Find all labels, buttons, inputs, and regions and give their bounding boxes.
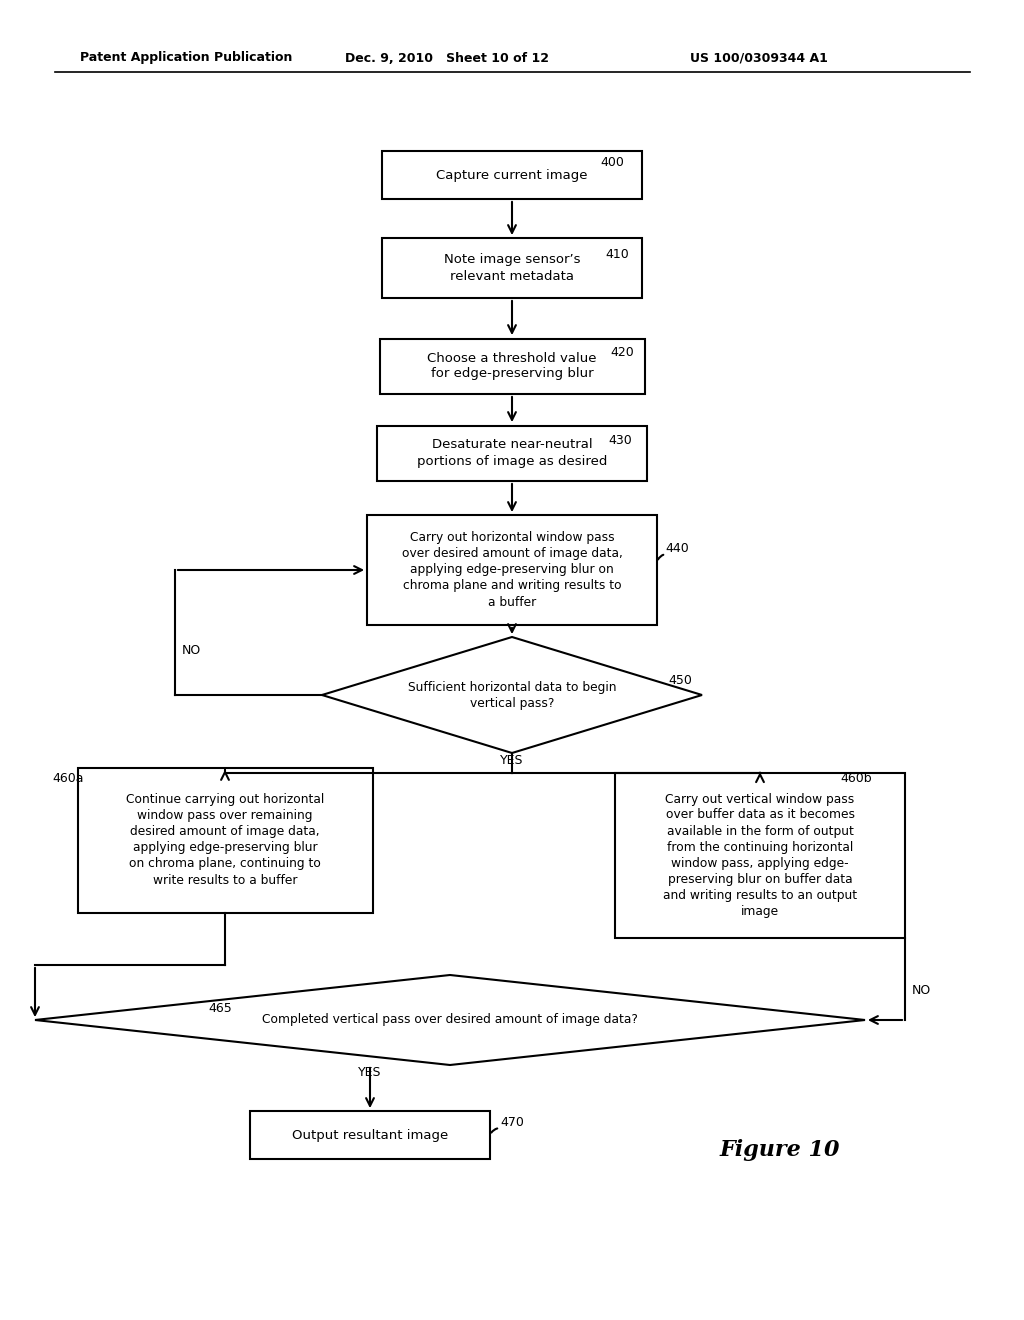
Bar xyxy=(380,338,644,393)
Bar xyxy=(78,767,373,912)
Polygon shape xyxy=(35,975,865,1065)
Text: Continue carrying out horizontal
window pass over remaining
desired amount of im: Continue carrying out horizontal window … xyxy=(126,793,325,887)
Text: Completed vertical pass over desired amount of image data?: Completed vertical pass over desired amo… xyxy=(262,1014,638,1027)
Text: Sufficient horizontal data to begin
vertical pass?: Sufficient horizontal data to begin vert… xyxy=(408,681,616,710)
Text: Capture current image: Capture current image xyxy=(436,169,588,181)
Text: 400: 400 xyxy=(600,156,624,169)
Bar xyxy=(250,1111,490,1159)
Text: 410: 410 xyxy=(605,248,629,261)
Bar xyxy=(615,772,905,937)
Text: YES: YES xyxy=(358,1065,382,1078)
Bar xyxy=(377,425,647,480)
Text: Carry out vertical window pass
over buffer data as it becomes
available in the f: Carry out vertical window pass over buff… xyxy=(663,792,857,917)
Text: Choose a threshold value
for edge-preserving blur: Choose a threshold value for edge-preser… xyxy=(427,351,597,380)
Text: Dec. 9, 2010   Sheet 10 of 12: Dec. 9, 2010 Sheet 10 of 12 xyxy=(345,51,549,65)
Polygon shape xyxy=(322,638,702,752)
Text: 450: 450 xyxy=(668,673,692,686)
Text: Figure 10: Figure 10 xyxy=(720,1139,841,1162)
Bar xyxy=(367,515,657,624)
Text: 460a: 460a xyxy=(52,771,84,784)
Text: 470: 470 xyxy=(500,1115,524,1129)
Text: YES: YES xyxy=(501,754,523,767)
Text: US 100/0309344 A1: US 100/0309344 A1 xyxy=(690,51,827,65)
Text: 460b: 460b xyxy=(840,771,871,784)
Text: 420: 420 xyxy=(610,346,634,359)
Bar xyxy=(382,150,642,199)
Text: NO: NO xyxy=(912,983,931,997)
Text: Carry out horizontal window pass
over desired amount of image data,
applying edg: Carry out horizontal window pass over de… xyxy=(401,532,623,609)
Text: Patent Application Publication: Patent Application Publication xyxy=(80,51,293,65)
Text: NO: NO xyxy=(182,644,202,656)
Text: 440: 440 xyxy=(665,541,689,554)
Text: Note image sensor’s
relevant metadata: Note image sensor’s relevant metadata xyxy=(443,253,581,282)
Text: 465: 465 xyxy=(208,1002,231,1015)
Text: 430: 430 xyxy=(608,433,632,446)
Text: Output resultant image: Output resultant image xyxy=(292,1129,449,1142)
Text: Desaturate near-neutral
portions of image as desired: Desaturate near-neutral portions of imag… xyxy=(417,438,607,467)
Bar xyxy=(382,238,642,298)
